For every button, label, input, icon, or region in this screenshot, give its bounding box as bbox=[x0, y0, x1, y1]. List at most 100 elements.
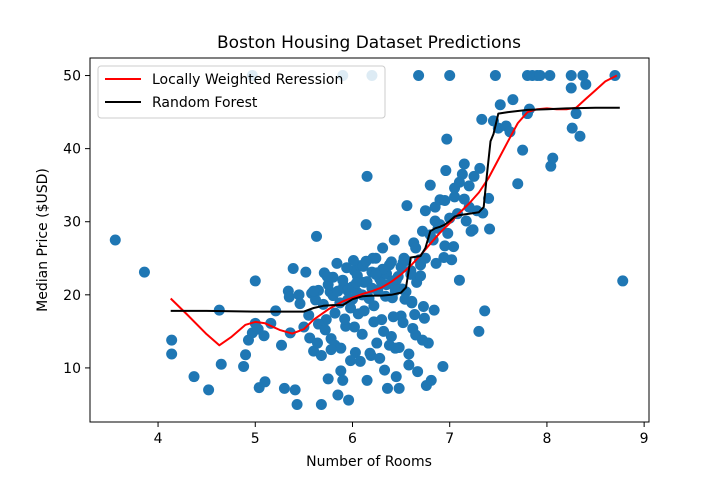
data-point bbox=[565, 82, 577, 94]
data-point bbox=[361, 374, 373, 386]
data-point bbox=[547, 152, 559, 164]
data-point bbox=[371, 337, 383, 349]
data-point bbox=[413, 70, 425, 82]
data-point bbox=[332, 389, 344, 401]
data-point bbox=[240, 349, 252, 361]
data-point bbox=[138, 266, 150, 278]
data-point bbox=[479, 305, 491, 317]
data-point bbox=[343, 394, 355, 406]
data-point bbox=[397, 317, 409, 329]
data-point bbox=[315, 398, 327, 410]
data-point bbox=[383, 339, 395, 351]
data-point bbox=[517, 144, 529, 156]
y-axis-label: Median Price ($USD) bbox=[35, 168, 51, 312]
data-point bbox=[360, 219, 372, 231]
data-point bbox=[276, 339, 288, 351]
data-point bbox=[388, 234, 400, 246]
data-point bbox=[379, 364, 391, 376]
data-point bbox=[378, 325, 390, 337]
data-point bbox=[360, 255, 372, 267]
data-point bbox=[410, 242, 422, 254]
data-point bbox=[617, 275, 629, 287]
data-point bbox=[448, 241, 460, 253]
data-point bbox=[347, 254, 359, 266]
data-point bbox=[403, 359, 415, 371]
data-point bbox=[308, 285, 320, 297]
data-point bbox=[283, 291, 295, 303]
data-point bbox=[238, 360, 250, 372]
data-point bbox=[474, 162, 486, 174]
x-tick-label: 4 bbox=[154, 431, 163, 447]
x-axis: 4 5 6 7 8 9 bbox=[154, 422, 649, 447]
data-point bbox=[473, 325, 485, 337]
line-series bbox=[170, 74, 620, 347]
data-point bbox=[356, 328, 368, 340]
random-forest-line bbox=[170, 106, 620, 313]
data-point bbox=[399, 293, 411, 305]
data-point bbox=[325, 344, 337, 356]
data-point bbox=[580, 78, 592, 90]
data-point bbox=[566, 122, 578, 134]
data-point bbox=[303, 309, 315, 321]
data-point bbox=[311, 337, 323, 349]
data-point bbox=[419, 205, 431, 217]
data-point bbox=[294, 298, 306, 310]
data-point bbox=[358, 305, 370, 317]
data-point bbox=[458, 158, 470, 170]
data-point bbox=[570, 108, 582, 120]
y-axis: 10 20 30 40 50 bbox=[63, 69, 90, 377]
data-point bbox=[339, 313, 351, 325]
data-point bbox=[468, 170, 480, 182]
data-point bbox=[322, 279, 334, 291]
data-point bbox=[265, 317, 277, 329]
data-point bbox=[258, 330, 270, 342]
data-point bbox=[489, 70, 501, 82]
data-point bbox=[476, 113, 488, 125]
data-point bbox=[484, 223, 496, 235]
data-point bbox=[337, 374, 349, 386]
data-point bbox=[416, 334, 428, 346]
data-point bbox=[425, 374, 437, 386]
data-point bbox=[322, 373, 334, 385]
data-point bbox=[430, 257, 442, 269]
data-point bbox=[393, 382, 405, 394]
data-point bbox=[368, 300, 380, 312]
data-point bbox=[419, 252, 431, 264]
data-point bbox=[293, 289, 305, 301]
data-point bbox=[381, 382, 393, 394]
data-point bbox=[403, 348, 415, 360]
data-point bbox=[463, 201, 475, 213]
data-point bbox=[507, 94, 519, 106]
data-point bbox=[440, 165, 452, 177]
data-point bbox=[166, 348, 178, 360]
legend: Locally Weighted Reression Random Forest bbox=[97, 65, 386, 119]
x-tick-label: 7 bbox=[445, 431, 454, 447]
data-point bbox=[287, 263, 299, 275]
data-point bbox=[335, 365, 347, 377]
data-point bbox=[453, 176, 465, 188]
data-point bbox=[385, 256, 397, 268]
data-point bbox=[300, 266, 312, 278]
data-point bbox=[337, 274, 349, 286]
data-point bbox=[467, 224, 479, 236]
data-point bbox=[370, 268, 382, 280]
data-point bbox=[311, 230, 323, 242]
data-point bbox=[412, 366, 424, 378]
data-point bbox=[331, 257, 343, 269]
data-point bbox=[441, 133, 453, 145]
data-point bbox=[463, 180, 475, 192]
data-point bbox=[400, 254, 412, 266]
y-tick-label: 30 bbox=[63, 215, 81, 231]
data-point bbox=[453, 274, 465, 286]
data-point bbox=[374, 352, 386, 364]
data-point bbox=[354, 355, 366, 367]
data-point bbox=[565, 70, 577, 82]
data-point bbox=[289, 384, 301, 396]
data-point bbox=[315, 349, 327, 361]
data-point bbox=[577, 70, 589, 82]
data-point bbox=[534, 70, 546, 82]
data-point bbox=[437, 360, 449, 372]
data-point bbox=[444, 70, 456, 82]
data-point bbox=[332, 285, 344, 297]
